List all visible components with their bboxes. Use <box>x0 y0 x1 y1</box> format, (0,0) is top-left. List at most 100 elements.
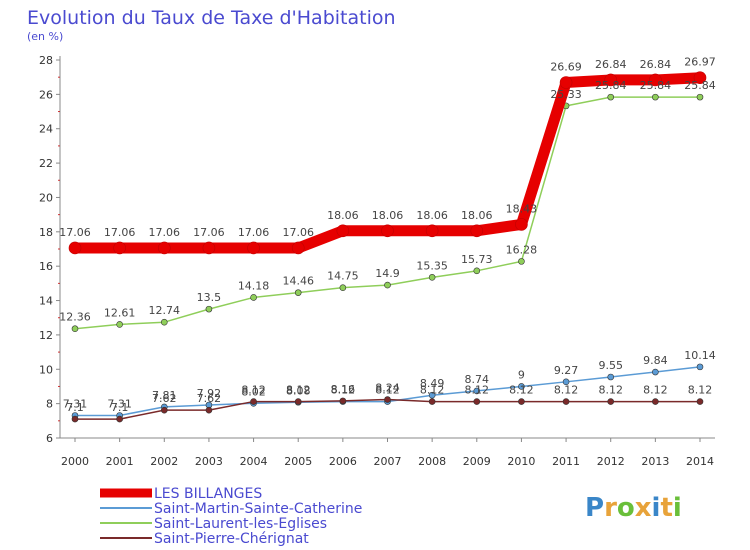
data-label: 8.12 <box>241 384 266 397</box>
x-tick-label: 2010 <box>507 455 535 468</box>
data-point <box>116 415 123 423</box>
data-point <box>291 241 305 255</box>
data-point <box>202 241 216 255</box>
data-label: 12.61 <box>104 306 136 319</box>
data-label: 7.31 <box>107 397 132 410</box>
x-tick-label: 2008 <box>418 455 446 468</box>
y-tick-label: 18 <box>39 226 53 239</box>
x-tick-label: 2011 <box>552 455 580 468</box>
data-point <box>518 398 525 405</box>
x-tick-label: 2012 <box>597 455 625 468</box>
data-point <box>562 378 570 386</box>
data-label: 8.12 <box>331 384 356 397</box>
data-label: 8.12 <box>420 384 445 397</box>
logo-letter: x <box>635 493 652 523</box>
data-label: 8.12 <box>509 384 534 397</box>
data-point <box>607 93 615 101</box>
data-point <box>116 321 123 328</box>
data-point <box>250 398 257 405</box>
data-point <box>607 398 615 405</box>
y-tick-label: 24 <box>39 123 53 136</box>
data-label: 8.16 <box>331 383 356 396</box>
data-label: 9.55 <box>598 359 623 372</box>
data-point <box>294 289 302 296</box>
y-tick-label: 28 <box>39 54 53 67</box>
data-label: 15.73 <box>461 253 493 266</box>
x-tick-label: 2014 <box>686 455 714 468</box>
data-label: 14.9 <box>375 267 400 280</box>
data-point <box>336 224 350 238</box>
y-tick-label: 8 <box>46 398 53 411</box>
data-point <box>696 363 704 371</box>
data-label: 12.36 <box>59 311 91 324</box>
logo-letter: t <box>660 493 672 523</box>
legend-label: LES BILLANGES <box>154 486 262 502</box>
data-label: 8.12 <box>286 384 311 397</box>
axes: 6 8 10 12 14 16 18 20 22 24 26 28 2000 2001 2002 2003 20… <box>39 54 715 468</box>
logo-letter: i <box>673 493 682 523</box>
data-label: 18.06 <box>372 209 404 222</box>
data-point <box>652 368 659 376</box>
data-label: 8.49 <box>420 377 445 390</box>
data-label: 17.06 <box>282 226 314 239</box>
data-label: 25.84 <box>595 79 627 92</box>
data-label: 26.97 <box>684 56 716 69</box>
data-point <box>518 258 525 265</box>
data-point <box>384 396 391 403</box>
data-point <box>428 398 436 405</box>
data-label: 17.06 <box>238 226 270 239</box>
data-label: 7.31 <box>63 397 88 410</box>
x-tick-label: 2002 <box>150 455 178 468</box>
data-point <box>384 281 391 289</box>
x-tick-label: 2009 <box>463 455 491 468</box>
data-label: 26.69 <box>550 61 582 74</box>
data-label: 25.84 <box>640 79 672 92</box>
data-label: 7.1 <box>111 401 129 414</box>
data-label: 18.06 <box>461 209 493 222</box>
data-point <box>68 241 82 255</box>
data-point <box>607 373 615 381</box>
data-label: 9.27 <box>554 364 579 377</box>
data-point <box>515 218 528 231</box>
x-tick-label: 2001 <box>106 455 134 468</box>
data-label: 18.06 <box>327 209 359 222</box>
data-point <box>71 325 79 333</box>
data-point <box>696 93 704 101</box>
data-point <box>425 224 439 238</box>
legend: LES BILLANGESSaint-Martin-Sainte-Catheri… <box>100 486 362 547</box>
data-point <box>339 397 347 405</box>
data-label: 8.12 <box>598 384 623 397</box>
data-label: 17.06 <box>149 226 181 239</box>
data-point <box>652 93 659 101</box>
y-tick-label: 12 <box>39 329 53 342</box>
logo-letter: o <box>617 493 635 523</box>
y-tick-label: 16 <box>39 260 53 273</box>
data-label: 8.24 <box>375 382 400 395</box>
data-label: 7.62 <box>152 392 177 405</box>
data-label: 8.08 <box>286 384 311 397</box>
logo-letter: i <box>652 493 661 523</box>
data-labels: 12.36 12.61 12.74 13.5 14.18 14.46 14.75 14.9 15… <box>59 56 716 414</box>
data-label: 8.02 <box>241 385 266 398</box>
data-point <box>113 241 126 255</box>
x-tick-label: 2003 <box>195 455 223 468</box>
x-tick-label: 2000 <box>61 455 89 468</box>
series-line <box>75 72 701 254</box>
data-point <box>428 274 436 281</box>
data-point <box>157 241 171 255</box>
data-label: 16.28 <box>506 243 538 256</box>
data-point <box>71 415 79 423</box>
data-point <box>696 398 704 405</box>
x-tick-label: 2007 <box>374 455 402 468</box>
data-label: 8.12 <box>554 384 579 397</box>
y-tick-label: 10 <box>39 363 53 376</box>
data-label: 7.62 <box>197 392 222 405</box>
data-point <box>470 224 484 238</box>
data-label: 8.12 <box>688 384 713 397</box>
data-point <box>693 71 707 84</box>
data-label: 25.33 <box>550 88 582 101</box>
logo-letter: P <box>585 493 604 523</box>
data-point <box>604 73 618 87</box>
legend-label: Saint-Martin-Sainte-Catherine <box>154 501 362 517</box>
